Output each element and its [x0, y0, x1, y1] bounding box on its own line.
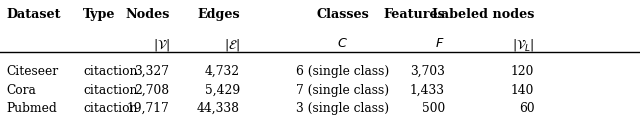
Text: $|\mathcal{E}|$: $|\mathcal{E}|$ — [224, 37, 240, 53]
Text: 1,433: 1,433 — [410, 83, 445, 96]
Text: Pubmed: Pubmed — [6, 101, 57, 114]
Text: 500: 500 — [422, 101, 445, 114]
Text: 60: 60 — [519, 101, 534, 114]
Text: $|\mathcal{V}|$: $|\mathcal{V}|$ — [152, 37, 170, 53]
Text: Dataset: Dataset — [6, 8, 61, 21]
Text: Edges: Edges — [197, 8, 240, 21]
Text: 2,708: 2,708 — [134, 83, 170, 96]
Text: 19,717: 19,717 — [127, 101, 170, 114]
Text: 6 (single class): 6 (single class) — [296, 64, 389, 77]
Text: 3,327: 3,327 — [134, 64, 170, 77]
Text: 120: 120 — [511, 64, 534, 77]
Text: 5,429: 5,429 — [205, 83, 240, 96]
Text: Citeseer: Citeseer — [6, 64, 58, 77]
Text: Cora: Cora — [6, 83, 36, 96]
Text: citaction: citaction — [83, 101, 138, 114]
Text: 3 (single class): 3 (single class) — [296, 101, 389, 114]
Text: $|\mathcal{V}_L|$: $|\mathcal{V}_L|$ — [512, 37, 534, 53]
Text: 4,732: 4,732 — [205, 64, 240, 77]
Text: citaction: citaction — [83, 83, 138, 96]
Text: Nodes: Nodes — [125, 8, 170, 21]
Text: 3,703: 3,703 — [410, 64, 445, 77]
Text: $F$: $F$ — [435, 37, 445, 50]
Text: Type: Type — [83, 8, 116, 21]
Text: citaction: citaction — [83, 64, 138, 77]
Text: Features: Features — [383, 8, 445, 21]
Text: 44,338: 44,338 — [197, 101, 240, 114]
Text: Classes: Classes — [316, 8, 369, 21]
Text: Labeled nodes: Labeled nodes — [432, 8, 534, 21]
Text: 7 (single class): 7 (single class) — [296, 83, 389, 96]
Text: $C$: $C$ — [337, 37, 348, 50]
Text: 140: 140 — [511, 83, 534, 96]
